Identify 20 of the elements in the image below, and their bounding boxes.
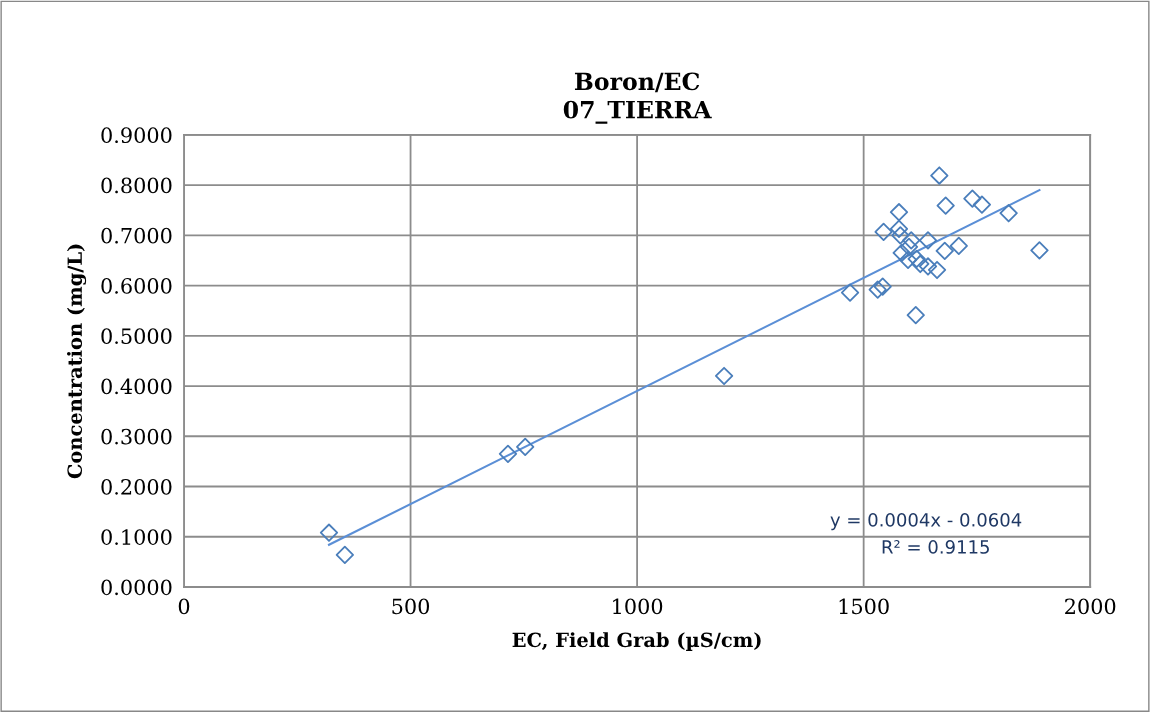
y-tick-label: 0.0000: [101, 579, 172, 596]
x-tick-label: 500: [392, 598, 430, 615]
annotation: y = 0.0004x - 0.0604: [830, 513, 1022, 531]
y-tick-label: 0.1000: [101, 529, 172, 545]
annotation: R² = 0.9115: [882, 540, 989, 554]
y-tick-label: 0.3000: [101, 428, 172, 445]
x-tick-label: 1000: [613, 598, 663, 615]
y-tick-label: 0.5000: [101, 328, 172, 345]
y-tick-label: 0.9000: [101, 127, 172, 144]
y-tick-label: 0.2000: [101, 478, 172, 495]
y-tick-label: 0.4000: [101, 378, 172, 395]
x-tick-label: 2000: [1065, 598, 1116, 615]
y-axis-title: Concentration (mg/L): [67, 244, 87, 479]
y-tick-label: 0.8000: [101, 177, 172, 194]
y-tick-label: 0.6000: [101, 278, 172, 294]
x-axis-title: EC, Field Grab (µS/cm): [512, 632, 761, 651]
x-tick-label: 1500: [839, 598, 889, 615]
y-tick-label: 0.7000: [101, 227, 172, 244]
x-tick-label: 0: [178, 598, 190, 615]
chart-title: Boron/EC 07_TIERRA: [563, 72, 712, 124]
